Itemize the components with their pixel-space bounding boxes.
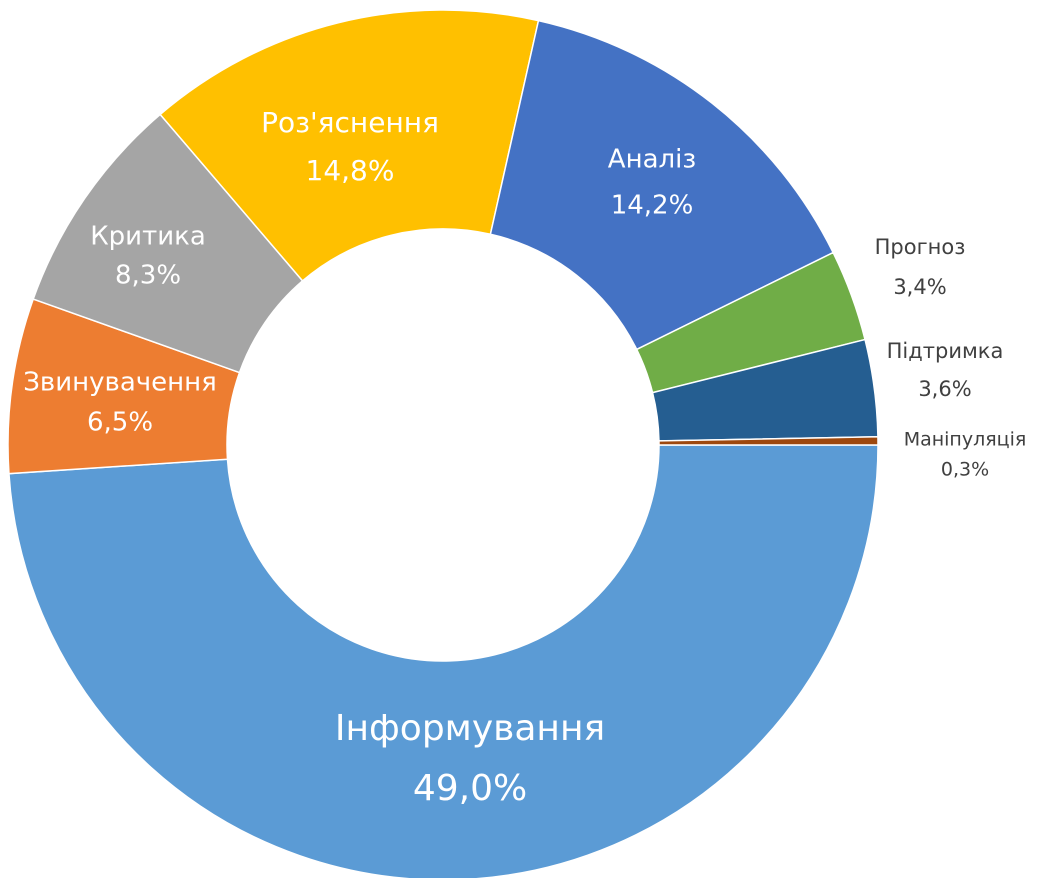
value-label: 8,3% — [115, 261, 181, 291]
donut-segment — [159, 9, 540, 282]
value-label: 14,8% — [306, 154, 395, 187]
value-label: 49,0% — [413, 768, 527, 809]
donut-segment — [489, 19, 835, 351]
value-label: 3,6% — [918, 377, 971, 401]
category-label: Аналіз — [608, 145, 696, 175]
donut-segment — [8, 444, 879, 878]
value-label: 0,3% — [941, 459, 989, 481]
donut-segment — [658, 436, 879, 446]
category-label: Прогноз — [875, 235, 966, 259]
category-label: Інформування — [335, 708, 605, 749]
category-label: Критика — [90, 222, 206, 252]
category-label: Підтримка — [887, 339, 1004, 363]
category-label: Звинувачення — [23, 368, 217, 398]
category-label: Маніпуляція — [904, 429, 1027, 451]
category-label: Роз'яснення — [261, 106, 439, 139]
value-label: 6,5% — [87, 408, 153, 438]
value-label: 3,4% — [893, 275, 946, 299]
value-label: 14,2% — [611, 191, 694, 221]
